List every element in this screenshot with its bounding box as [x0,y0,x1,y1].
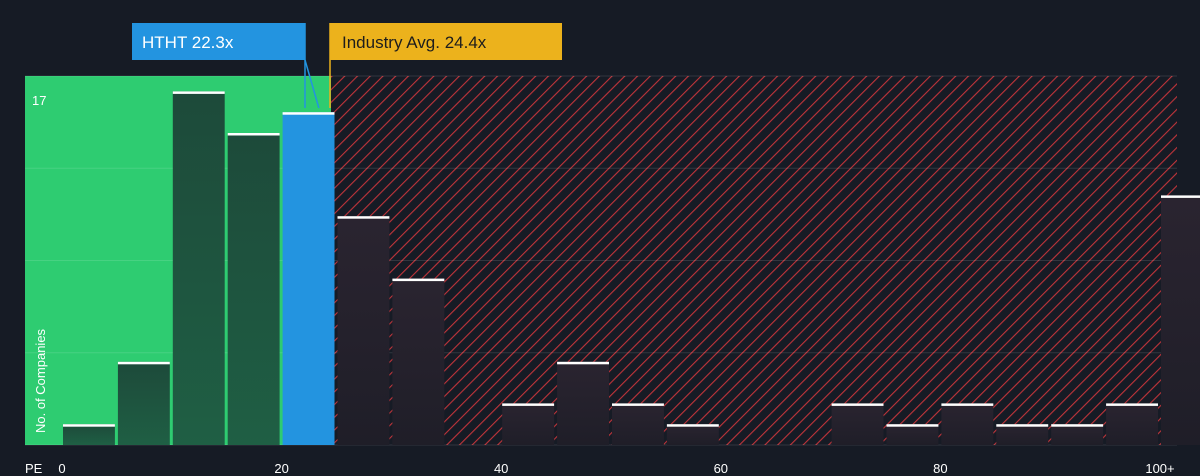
histogram-bar-top [612,403,664,406]
company-callout-label: HTHT 22.3x [142,33,234,52]
company-callout-box [132,23,305,60]
histogram-bar [282,112,335,445]
histogram-bar-top [282,112,335,115]
histogram-bar-top [502,403,555,406]
histogram-bar [227,133,280,445]
histogram-bar-top [941,403,994,406]
histogram-bar-top [666,424,719,427]
histogram-bar-top [557,361,609,365]
histogram-bar-top [172,91,225,94]
histogram-bar [392,278,445,445]
histogram-bar [831,403,884,445]
histogram-bar-top [1161,195,1200,198]
histogram-bar-top [996,424,1049,427]
y-max-label: 17 [32,93,46,108]
histogram-bar [666,424,719,445]
histogram-bar-top [392,278,445,282]
histogram-bar [941,403,994,445]
histogram-bar [1106,403,1158,445]
x-tick-label: 40 [494,461,508,476]
histogram-bar [117,361,170,445]
histogram-bar [172,91,225,446]
x-tick-label: 80 [933,461,947,476]
x-axis-title: PE [25,461,43,476]
industry-callout-box [330,23,562,60]
y-axis-title: No. of Companies [33,328,48,433]
histogram-bar-top [337,216,390,219]
x-tick-label: 0 [58,461,65,476]
overvalued-zone [331,76,1177,445]
histogram-bar-top [1051,424,1104,427]
histogram-bar [502,403,555,445]
histogram-bar-top [886,424,939,427]
histogram-bar [996,424,1049,445]
histogram-bar-top [63,424,115,427]
histogram-bar [612,403,664,445]
histogram-bar-top [117,361,170,365]
histogram-bar-top [227,133,280,136]
histogram-bar [1051,424,1104,445]
industry-callout-label: Industry Avg. 24.4x [342,33,487,52]
histogram-bar [557,361,609,445]
company-callout-line [304,59,320,109]
histogram-bar [1161,195,1200,445]
x-tick-label: 20 [274,461,288,476]
histogram-bar [63,424,115,445]
histogram-bar [337,216,390,445]
x-tick-label: 100+ [1145,461,1174,476]
histogram-bar-top [831,403,884,406]
histogram-bar [886,424,939,445]
x-tick-label: 60 [714,461,728,476]
histogram-bar-top [1106,403,1158,406]
